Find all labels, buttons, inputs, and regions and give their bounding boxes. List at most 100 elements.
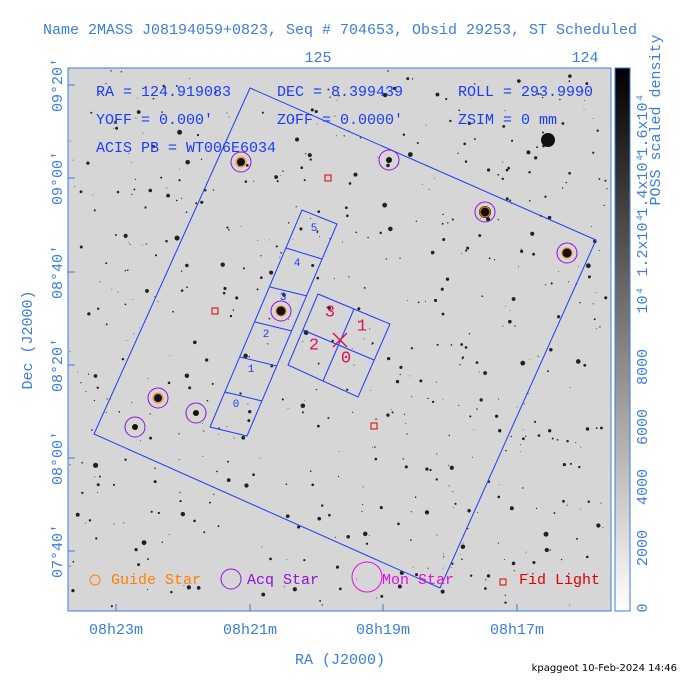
star — [380, 594, 384, 598]
star — [283, 586, 285, 588]
star — [583, 108, 585, 110]
star — [421, 183, 423, 185]
star — [436, 534, 438, 536]
star — [452, 490, 454, 492]
star — [242, 267, 245, 270]
star — [185, 159, 190, 165]
bright-star — [154, 394, 162, 402]
star — [196, 585, 201, 590]
star — [259, 457, 261, 459]
star — [116, 190, 120, 194]
star — [467, 508, 471, 513]
star — [410, 511, 412, 513]
star — [596, 523, 601, 528]
star — [526, 150, 531, 155]
acis-s — [209, 209, 338, 437]
star — [319, 236, 321, 238]
info-text: DEC = 8.399439 — [277, 84, 403, 101]
star — [259, 276, 263, 280]
star — [409, 375, 411, 377]
star — [537, 355, 539, 357]
star — [585, 555, 589, 559]
star — [461, 558, 463, 561]
star — [244, 483, 249, 488]
star — [575, 442, 577, 444]
star — [406, 433, 408, 435]
acq-circle — [270, 300, 292, 322]
star — [537, 93, 540, 95]
star — [333, 278, 335, 280]
star — [596, 327, 597, 329]
star — [123, 233, 128, 238]
star — [338, 450, 340, 452]
star — [569, 387, 571, 389]
star — [295, 206, 297, 208]
star — [598, 249, 600, 252]
star — [463, 142, 467, 146]
star — [424, 510, 430, 515]
star — [113, 123, 115, 125]
star — [363, 286, 366, 289]
star — [369, 535, 371, 537]
star — [382, 202, 388, 208]
star — [374, 457, 378, 461]
star — [510, 435, 513, 438]
star — [248, 410, 252, 414]
star — [370, 389, 372, 391]
star — [346, 535, 350, 539]
star — [528, 171, 531, 174]
star — [383, 582, 384, 584]
star — [435, 92, 440, 97]
star — [351, 348, 353, 349]
star — [585, 82, 589, 85]
star — [310, 108, 314, 112]
star — [585, 427, 590, 431]
star — [544, 195, 547, 198]
star — [74, 185, 76, 187]
star — [558, 271, 559, 273]
star — [154, 467, 156, 470]
star — [179, 168, 181, 170]
star — [427, 567, 429, 569]
star — [443, 556, 445, 558]
star — [128, 242, 130, 244]
star — [397, 584, 402, 589]
star — [600, 502, 602, 504]
star — [346, 388, 349, 391]
star — [327, 88, 330, 91]
star — [451, 218, 454, 221]
star — [161, 541, 164, 543]
star — [106, 398, 108, 400]
star — [96, 386, 99, 389]
star — [596, 524, 598, 527]
star — [287, 408, 289, 410]
star — [473, 428, 475, 430]
star — [562, 499, 565, 503]
star — [509, 506, 514, 511]
field-outline — [93, 87, 597, 589]
star — [399, 373, 401, 376]
star — [285, 483, 288, 485]
star — [93, 399, 96, 402]
star — [154, 296, 156, 298]
star — [149, 436, 152, 440]
star — [148, 188, 153, 193]
star — [105, 323, 108, 326]
star — [511, 561, 516, 566]
star — [497, 173, 500, 176]
star — [316, 231, 319, 234]
star — [96, 307, 100, 310]
star — [417, 301, 420, 304]
star — [450, 344, 453, 346]
star — [593, 318, 596, 321]
star — [114, 120, 117, 124]
star — [79, 190, 83, 194]
star — [105, 82, 107, 85]
star — [434, 177, 435, 179]
star — [309, 470, 312, 472]
y-axis-title: Dec (J2000) — [20, 290, 37, 389]
star — [162, 84, 165, 88]
star — [473, 138, 476, 140]
star — [504, 601, 507, 604]
